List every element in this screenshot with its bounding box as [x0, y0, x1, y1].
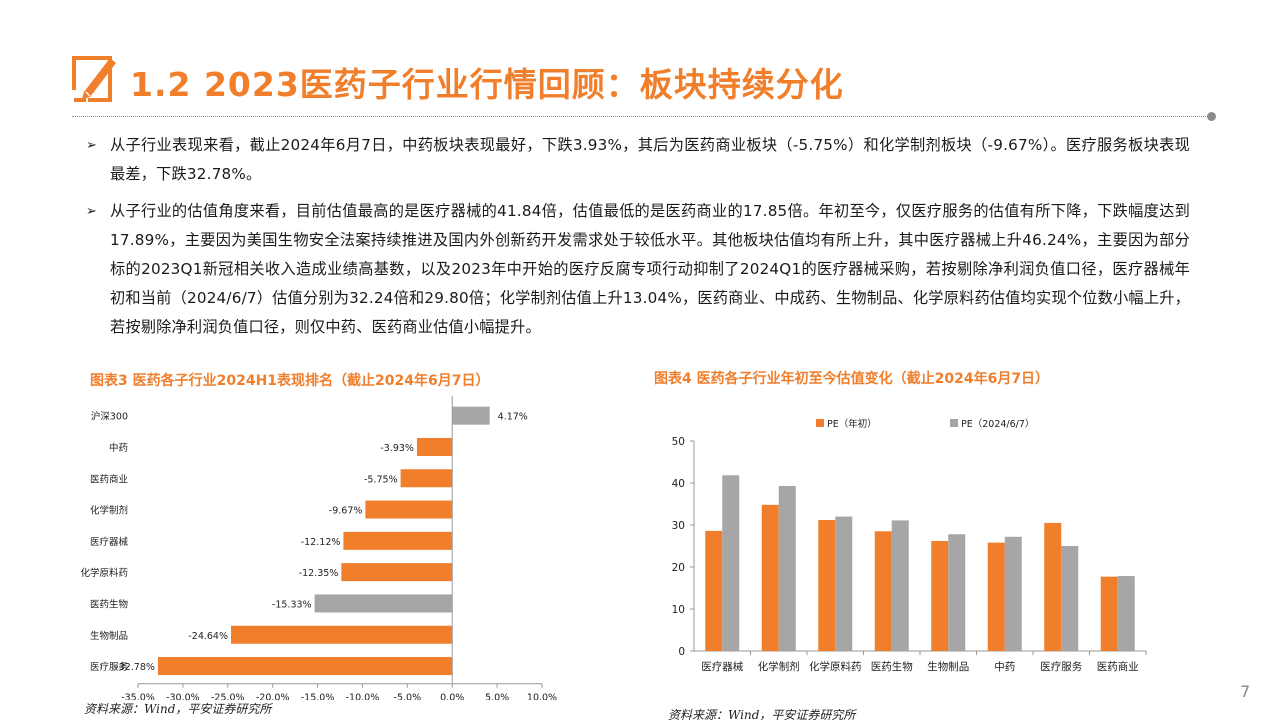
- y-tick-label: 30: [672, 520, 685, 532]
- figure4-title: 图表4 医药各子行业年初至今估值变化（截止2024年6月7日）: [654, 371, 1050, 387]
- value-label: -5.75%: [364, 474, 398, 485]
- bar-医药生物-0: [874, 531, 892, 651]
- value-label: -15.33%: [272, 599, 312, 610]
- x-tick-label: -15.0%: [301, 693, 335, 700]
- category-label: 中药: [994, 660, 1015, 673]
- value-label: -24.64%: [188, 631, 228, 642]
- y-tick-label: 40: [672, 478, 685, 490]
- category-label: 化学制剂: [758, 660, 800, 673]
- x-tick-label: -30.0%: [166, 693, 200, 700]
- bar-医疗服务-0: [1044, 522, 1062, 651]
- legend-label: PE（2024/6/7）: [961, 418, 1034, 430]
- legend-label: PE（年初）: [827, 418, 877, 430]
- category-label: 医疗器械: [701, 660, 743, 673]
- divider-dot: [1207, 112, 1216, 121]
- value-label: 4.17%: [498, 412, 528, 423]
- bar-化学制剂: [365, 500, 453, 519]
- bar-医疗服务-1: [1061, 546, 1079, 651]
- bar-医疗器械: [343, 531, 453, 550]
- category-label: 生物制品: [927, 660, 969, 673]
- category-label: 医药生物: [90, 598, 129, 610]
- pencil-square-icon: [72, 56, 116, 104]
- bar-中药: [416, 437, 453, 456]
- arrow-bullet-icon: ➢: [86, 138, 97, 153]
- x-tick-label: -20.0%: [256, 693, 290, 700]
- performance-ranking-chart: 沪深300 4.17% 中药 -3.93% 医药商业 -5.75% 化学制剂 -9.67% 医疗…: [80, 396, 557, 700]
- bar-生物制品-0: [931, 540, 949, 651]
- bullet-1-text: 从子行业表现来看，截止2024年6月7日，中药板块表现最好，下跌3.93%，其后…: [110, 136, 1190, 183]
- value-label: -12.12%: [301, 537, 341, 548]
- y-tick-label: 50: [672, 436, 685, 448]
- y-tick-label: 0: [678, 646, 685, 658]
- y-tick-label: 10: [672, 604, 685, 616]
- valuation-change-chart: 0 10 20 30 40 50 医疗器械 化学制剂 化学原料药 医药生物 生物制品 中药 医疗服务 医药…: [672, 418, 1147, 673]
- value-label: -9.67%: [329, 506, 363, 517]
- bar-化学制剂-1: [778, 485, 796, 651]
- bar-生物制品: [231, 625, 453, 644]
- bar-中药-0: [987, 542, 1005, 651]
- figure3-title: 图表3 医药各子行业2024H1表现排名（截止2024年6月7日）: [90, 373, 490, 389]
- figure3-source: 资料来源：Wind，平安证券研究所: [84, 702, 272, 716]
- bar-医药生物: [314, 594, 453, 613]
- x-tick-label: 10.0%: [527, 693, 557, 700]
- category-label: 化学原料药: [809, 660, 862, 673]
- bar-沪深300: [452, 406, 490, 425]
- page-number: 7: [1240, 682, 1251, 701]
- bar-医药商业-0: [1100, 576, 1118, 651]
- category-label: 化学原料药: [80, 567, 128, 579]
- x-tick-label: -25.0%: [211, 693, 245, 700]
- x-tick-label: -35.0%: [121, 693, 155, 700]
- figure4-source: 资料来源：Wind，平安证券研究所: [668, 708, 856, 722]
- category-label: 生物制品: [90, 630, 128, 642]
- category-label: 医疗器械: [90, 536, 129, 548]
- bar-医疗器械-0: [705, 530, 723, 651]
- bar-化学原料药-0: [818, 519, 836, 651]
- bar-化学原料药: [341, 563, 453, 582]
- x-tick-label: -10.0%: [346, 693, 380, 700]
- bar-医药生物-1: [891, 520, 909, 651]
- arrow-bullet-icon: ➢: [86, 204, 97, 219]
- value-label: -3.93%: [380, 443, 414, 454]
- category-label: 化学制剂: [90, 505, 128, 517]
- category-label: 沪深300: [91, 411, 128, 423]
- bar-化学制剂-0: [761, 504, 779, 651]
- bar-中药-1: [1004, 536, 1022, 651]
- x-tick-label: 5.0%: [485, 693, 509, 700]
- page-title: 1.2 2023医药子行业行情回顾：板块持续分化: [130, 65, 844, 104]
- bar-医疗服务: [157, 657, 453, 676]
- divider: [72, 116, 1210, 117]
- category-label: 医药商业: [90, 473, 128, 485]
- category-label: 医药生物: [871, 660, 913, 673]
- bar-化学原料药-1: [835, 516, 853, 651]
- x-tick-label: -5.0%: [394, 693, 422, 700]
- bar-医药商业-1: [1117, 576, 1135, 651]
- x-tick-label: 0.0%: [440, 693, 464, 700]
- bar-医药商业: [400, 469, 453, 488]
- bar-生物制品-1: [948, 534, 966, 651]
- legend-swatch: [816, 419, 824, 427]
- category-label: 医药商业: [1097, 660, 1139, 673]
- category-label: 医疗服务: [1040, 660, 1082, 673]
- bullet-2-text: 从子行业的估值角度来看，目前估值最高的是医疗器械的41.84倍，估值最低的是医药…: [110, 202, 1190, 336]
- legend-swatch: [950, 419, 958, 427]
- category-label: 中药: [109, 442, 128, 454]
- category-label: 医疗服务: [90, 661, 129, 673]
- y-tick-label: 20: [672, 562, 685, 574]
- bar-医疗器械-1: [722, 475, 740, 651]
- value-label: -32.78%: [115, 662, 155, 673]
- value-label: -12.35%: [299, 568, 339, 579]
